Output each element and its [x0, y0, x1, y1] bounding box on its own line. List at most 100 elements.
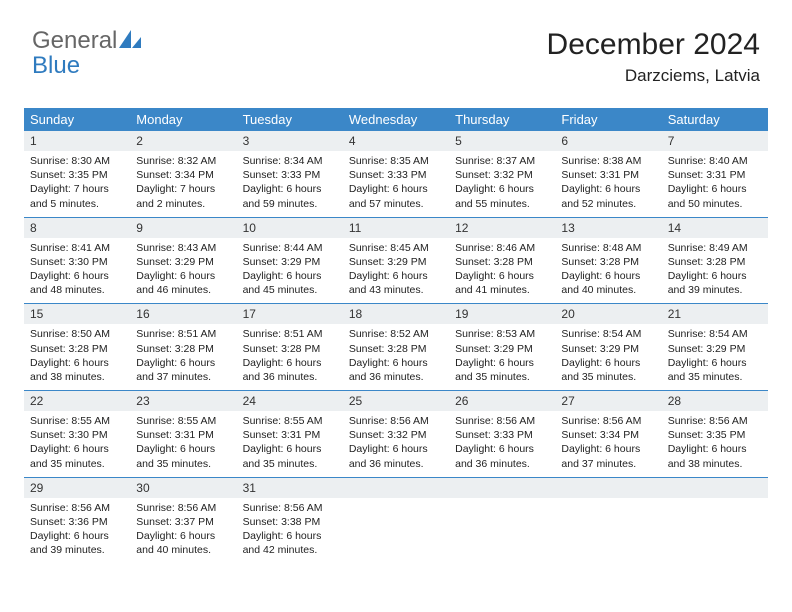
- day-body: Sunrise: 8:55 AMSunset: 3:31 PMDaylight:…: [237, 411, 343, 477]
- brand-logo: General Blue: [32, 28, 141, 78]
- calendar-day-cell: [662, 477, 768, 563]
- day-body: Sunrise: 8:34 AMSunset: 3:33 PMDaylight:…: [237, 151, 343, 217]
- calendar-day-cell: 13Sunrise: 8:48 AMSunset: 3:28 PMDayligh…: [555, 217, 661, 304]
- calendar-day-cell: 16Sunrise: 8:51 AMSunset: 3:28 PMDayligh…: [130, 304, 236, 391]
- calendar-day-cell: 18Sunrise: 8:52 AMSunset: 3:28 PMDayligh…: [343, 304, 449, 391]
- day-number: 29: [24, 478, 130, 498]
- calendar-day-cell: 7Sunrise: 8:40 AMSunset: 3:31 PMDaylight…: [662, 131, 768, 217]
- day-body: Sunrise: 8:46 AMSunset: 3:28 PMDaylight:…: [449, 238, 555, 304]
- day-number: [343, 478, 449, 498]
- day-number: 18: [343, 304, 449, 324]
- calendar-day-cell: 21Sunrise: 8:54 AMSunset: 3:29 PMDayligh…: [662, 304, 768, 391]
- day-body: Sunrise: 8:56 AMSunset: 3:37 PMDaylight:…: [130, 498, 236, 564]
- calendar-week-row: 29Sunrise: 8:56 AMSunset: 3:36 PMDayligh…: [24, 477, 768, 563]
- calendar-day-cell: 2Sunrise: 8:32 AMSunset: 3:34 PMDaylight…: [130, 131, 236, 217]
- title-block: December 2024 Darzciems, Latvia: [547, 28, 760, 86]
- weekday-header: Saturday: [662, 108, 768, 131]
- calendar-day-cell: 4Sunrise: 8:35 AMSunset: 3:33 PMDaylight…: [343, 131, 449, 217]
- day-body: [343, 498, 449, 507]
- day-body: Sunrise: 8:56 AMSunset: 3:32 PMDaylight:…: [343, 411, 449, 477]
- day-body: Sunrise: 8:50 AMSunset: 3:28 PMDaylight:…: [24, 324, 130, 390]
- day-body: [662, 498, 768, 507]
- day-number: 10: [237, 218, 343, 238]
- calendar-day-cell: 23Sunrise: 8:55 AMSunset: 3:31 PMDayligh…: [130, 391, 236, 478]
- calendar-day-cell: [343, 477, 449, 563]
- day-number: 12: [449, 218, 555, 238]
- weekday-header: Friday: [555, 108, 661, 131]
- day-body: [449, 498, 555, 507]
- day-body: Sunrise: 8:35 AMSunset: 3:33 PMDaylight:…: [343, 151, 449, 217]
- calendar-day-cell: [555, 477, 661, 563]
- calendar-day-cell: 15Sunrise: 8:50 AMSunset: 3:28 PMDayligh…: [24, 304, 130, 391]
- location-label: Darzciems, Latvia: [547, 66, 760, 86]
- calendar-day-cell: 25Sunrise: 8:56 AMSunset: 3:32 PMDayligh…: [343, 391, 449, 478]
- day-body: Sunrise: 8:40 AMSunset: 3:31 PMDaylight:…: [662, 151, 768, 217]
- day-number: [555, 478, 661, 498]
- day-number: 2: [130, 131, 236, 151]
- calendar-day-cell: 20Sunrise: 8:54 AMSunset: 3:29 PMDayligh…: [555, 304, 661, 391]
- day-number: 31: [237, 478, 343, 498]
- day-number: 6: [555, 131, 661, 151]
- calendar-day-cell: 22Sunrise: 8:55 AMSunset: 3:30 PMDayligh…: [24, 391, 130, 478]
- day-number: 27: [555, 391, 661, 411]
- weekday-header-row: SundayMondayTuesdayWednesdayThursdayFrid…: [24, 108, 768, 131]
- day-body: Sunrise: 8:56 AMSunset: 3:35 PMDaylight:…: [662, 411, 768, 477]
- day-number: 1: [24, 131, 130, 151]
- calendar-day-cell: 6Sunrise: 8:38 AMSunset: 3:31 PMDaylight…: [555, 131, 661, 217]
- calendar-day-cell: 9Sunrise: 8:43 AMSunset: 3:29 PMDaylight…: [130, 217, 236, 304]
- day-number: 23: [130, 391, 236, 411]
- day-number: 20: [555, 304, 661, 324]
- weekday-header: Tuesday: [237, 108, 343, 131]
- calendar-day-cell: 14Sunrise: 8:49 AMSunset: 3:28 PMDayligh…: [662, 217, 768, 304]
- day-number: 5: [449, 131, 555, 151]
- day-body: Sunrise: 8:52 AMSunset: 3:28 PMDaylight:…: [343, 324, 449, 390]
- day-body: Sunrise: 8:45 AMSunset: 3:29 PMDaylight:…: [343, 238, 449, 304]
- calendar-day-cell: 31Sunrise: 8:56 AMSunset: 3:38 PMDayligh…: [237, 477, 343, 563]
- calendar-day-cell: 24Sunrise: 8:55 AMSunset: 3:31 PMDayligh…: [237, 391, 343, 478]
- day-body: Sunrise: 8:43 AMSunset: 3:29 PMDaylight:…: [130, 238, 236, 304]
- calendar-day-cell: 12Sunrise: 8:46 AMSunset: 3:28 PMDayligh…: [449, 217, 555, 304]
- calendar-table: SundayMondayTuesdayWednesdayThursdayFrid…: [24, 108, 768, 563]
- day-body: Sunrise: 8:56 AMSunset: 3:36 PMDaylight:…: [24, 498, 130, 564]
- calendar-day-cell: 19Sunrise: 8:53 AMSunset: 3:29 PMDayligh…: [449, 304, 555, 391]
- calendar-day-cell: 28Sunrise: 8:56 AMSunset: 3:35 PMDayligh…: [662, 391, 768, 478]
- calendar-body: 1Sunrise: 8:30 AMSunset: 3:35 PMDaylight…: [24, 131, 768, 563]
- brand-text: General Blue: [32, 28, 141, 78]
- day-body: Sunrise: 8:53 AMSunset: 3:29 PMDaylight:…: [449, 324, 555, 390]
- day-number: 14: [662, 218, 768, 238]
- weekday-header: Wednesday: [343, 108, 449, 131]
- day-body: Sunrise: 8:56 AMSunset: 3:33 PMDaylight:…: [449, 411, 555, 477]
- calendar-week-row: 8Sunrise: 8:41 AMSunset: 3:30 PMDaylight…: [24, 217, 768, 304]
- day-number: 26: [449, 391, 555, 411]
- calendar-week-row: 1Sunrise: 8:30 AMSunset: 3:35 PMDaylight…: [24, 131, 768, 217]
- day-body: Sunrise: 8:32 AMSunset: 3:34 PMDaylight:…: [130, 151, 236, 217]
- day-number: 8: [24, 218, 130, 238]
- day-number: 30: [130, 478, 236, 498]
- day-number: 11: [343, 218, 449, 238]
- day-number: 28: [662, 391, 768, 411]
- day-body: Sunrise: 8:38 AMSunset: 3:31 PMDaylight:…: [555, 151, 661, 217]
- calendar-week-row: 22Sunrise: 8:55 AMSunset: 3:30 PMDayligh…: [24, 391, 768, 478]
- sail-icon: [119, 27, 141, 54]
- calendar-day-cell: 30Sunrise: 8:56 AMSunset: 3:37 PMDayligh…: [130, 477, 236, 563]
- day-body: Sunrise: 8:49 AMSunset: 3:28 PMDaylight:…: [662, 238, 768, 304]
- brand-word2: Blue: [32, 52, 80, 79]
- day-number: 19: [449, 304, 555, 324]
- day-body: Sunrise: 8:37 AMSunset: 3:32 PMDaylight:…: [449, 151, 555, 217]
- calendar-day-cell: [449, 477, 555, 563]
- weekday-header: Thursday: [449, 108, 555, 131]
- day-number: 13: [555, 218, 661, 238]
- calendar-day-cell: 10Sunrise: 8:44 AMSunset: 3:29 PMDayligh…: [237, 217, 343, 304]
- brand-word1: General: [32, 27, 117, 54]
- day-number: 3: [237, 131, 343, 151]
- calendar-day-cell: 26Sunrise: 8:56 AMSunset: 3:33 PMDayligh…: [449, 391, 555, 478]
- calendar-day-cell: 5Sunrise: 8:37 AMSunset: 3:32 PMDaylight…: [449, 131, 555, 217]
- day-number: 7: [662, 131, 768, 151]
- day-number: 4: [343, 131, 449, 151]
- day-number: 9: [130, 218, 236, 238]
- calendar-day-cell: 8Sunrise: 8:41 AMSunset: 3:30 PMDaylight…: [24, 217, 130, 304]
- weekday-header: Monday: [130, 108, 236, 131]
- day-number: 21: [662, 304, 768, 324]
- day-body: Sunrise: 8:54 AMSunset: 3:29 PMDaylight:…: [555, 324, 661, 390]
- day-number: 15: [24, 304, 130, 324]
